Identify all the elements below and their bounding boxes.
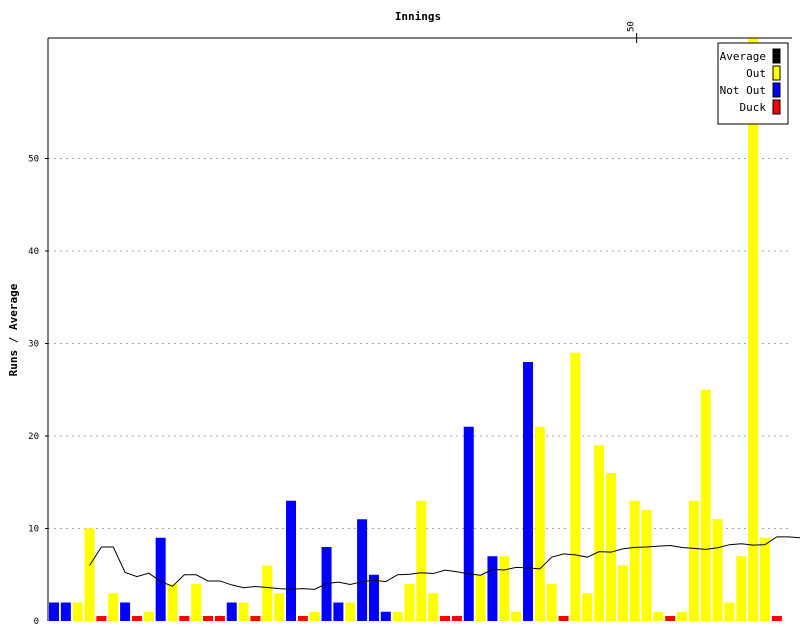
bar-25	[333, 603, 343, 622]
bar-19	[262, 566, 272, 622]
bar-14	[203, 616, 213, 621]
bar-28	[369, 575, 379, 621]
legend-label-duck: Duck	[740, 101, 767, 114]
bar-26	[345, 603, 355, 622]
bar-16	[227, 603, 237, 622]
x-tick-label-50: 50	[627, 21, 637, 32]
bar-53	[665, 616, 675, 621]
legend-swatch-not-out	[773, 83, 780, 97]
bar-27	[357, 519, 367, 621]
bar-45	[570, 353, 580, 621]
y-tick-label-40: 40	[28, 247, 39, 257]
bar-59	[736, 556, 746, 621]
bar-54	[677, 612, 687, 621]
bar-52	[653, 612, 663, 621]
bar-17	[239, 603, 249, 622]
y-tick-label-10: 10	[28, 525, 39, 535]
legend-label-out: Out	[746, 67, 766, 80]
bar-51	[642, 510, 652, 621]
y-axis-title: Runs / Average	[7, 283, 20, 376]
bar-32	[416, 501, 426, 621]
bar-60	[748, 38, 758, 621]
y-tick-label-20: 20	[28, 432, 39, 442]
bar-29	[381, 612, 391, 621]
bar-3	[73, 603, 83, 622]
bar-4	[85, 529, 95, 622]
bar-58	[724, 603, 734, 622]
bar-23	[310, 612, 320, 621]
y-tick-label-30: 30	[28, 340, 39, 350]
bar-2	[61, 603, 71, 622]
bar-33	[428, 593, 438, 621]
bar-43	[547, 584, 557, 621]
bar-62	[772, 616, 782, 621]
legend-swatch-duck	[773, 100, 780, 114]
x-axis-title: Innings	[395, 10, 441, 23]
legend-swatch-out	[773, 66, 780, 80]
bar-12	[179, 616, 189, 621]
bar-30	[393, 612, 403, 621]
bar-31	[405, 584, 415, 621]
bar-49	[618, 566, 628, 622]
bar-46	[582, 593, 592, 621]
bar-1	[49, 603, 59, 622]
bar-5	[96, 616, 106, 621]
bar-55	[689, 501, 699, 621]
bar-48	[606, 473, 616, 621]
bar-37	[476, 575, 486, 621]
bar-34	[440, 616, 450, 621]
bar-56	[701, 390, 711, 621]
bar-61	[760, 538, 770, 621]
bar-22	[298, 616, 308, 621]
bar-15	[215, 616, 225, 621]
bar-57	[713, 519, 723, 621]
bar-20	[274, 593, 284, 621]
bar-41	[523, 362, 533, 621]
bar-40	[511, 612, 521, 621]
legend: Average Out Not Out Duck	[718, 43, 788, 124]
bar-11	[168, 584, 178, 621]
bar-44	[559, 616, 569, 621]
bar-8	[132, 616, 142, 621]
bar-7	[120, 603, 130, 622]
bar-38	[487, 556, 497, 621]
bar-39	[499, 556, 509, 621]
bar-35	[452, 616, 462, 621]
legend-swatch-average	[773, 49, 780, 63]
bar-47	[594, 445, 604, 621]
bar-18	[250, 616, 260, 621]
bar-36	[464, 427, 474, 621]
bar-21	[286, 501, 296, 621]
legend-label-not-out: Not Out	[720, 84, 766, 97]
y-tick-label-0: 0	[34, 617, 39, 627]
bar-50	[630, 501, 640, 621]
bar-9	[144, 612, 154, 621]
bar-42	[535, 427, 545, 621]
bar-13	[191, 584, 201, 621]
legend-label-average: Average	[720, 50, 766, 63]
y-tick-label-50: 50	[28, 155, 39, 165]
bar-6	[108, 593, 118, 621]
